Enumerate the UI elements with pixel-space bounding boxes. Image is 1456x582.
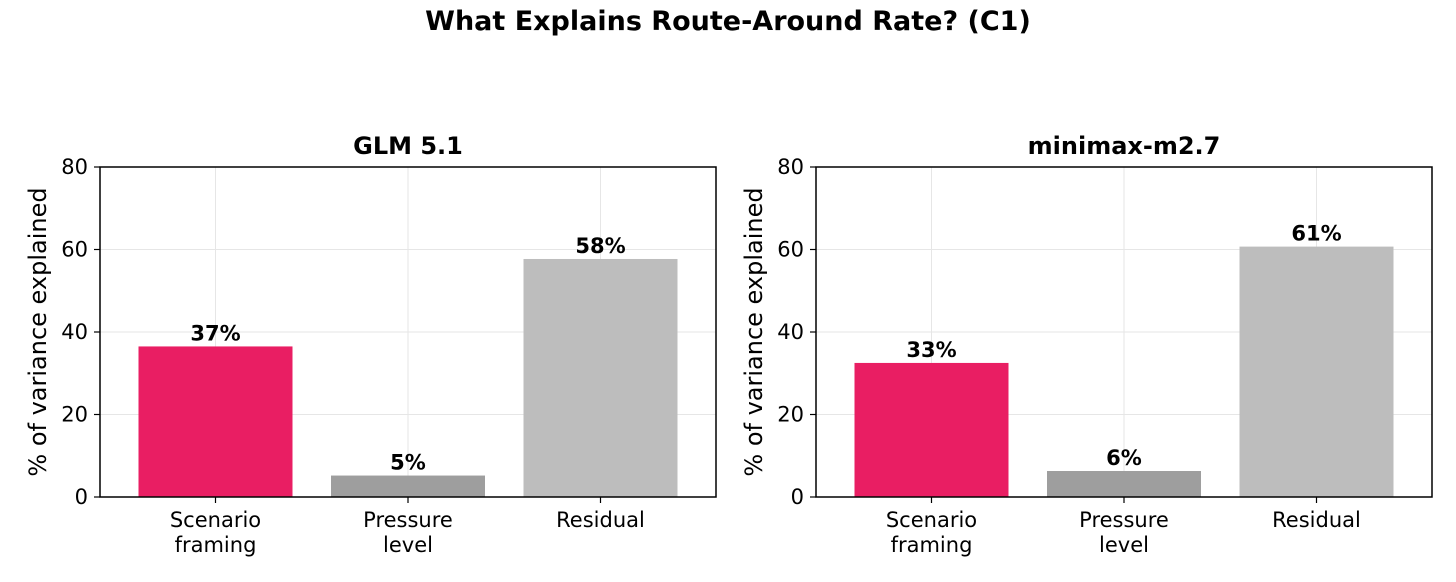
y-tick-label: 80 [61,155,88,179]
y-tick-label: 80 [777,155,804,179]
y-tick-label: 20 [61,403,88,427]
bar [523,258,678,497]
bar [1239,246,1394,497]
y-axis-title: % of variance explained [740,187,768,476]
x-tick-label: Residual [556,508,645,532]
chart-panel-2: 33% 6% 61% 0 20 40 60 80 Scenario framing Pressure… [740,132,1433,557]
x-tick-label: Residual [1272,508,1361,532]
bar-value-label: 58% [575,234,625,258]
bar-value-label: 37% [190,321,240,345]
y-tick-label: 60 [61,238,88,262]
y-tick-label: 20 [777,403,804,427]
bar-value-label: 61% [1291,222,1341,246]
x-tick-label: Pressure level [1079,508,1169,557]
x-tick-label: Scenario framing [170,508,261,557]
y-tick-label: 40 [777,320,804,344]
x-tick-label: Pressure level [363,508,453,557]
bar [331,475,485,497]
y-axis-title: % of variance explained [24,187,52,476]
bar [138,346,293,497]
figure-title: What Explains Route-Around Rate? (C1) [425,6,1031,37]
bar-value-label: 33% [906,338,956,362]
y-tick-label: 0 [75,485,88,509]
bar-value-label: 6% [1106,446,1142,470]
bar [1047,471,1201,497]
bar-value-label: 5% [390,451,426,475]
x-tick-label: Scenario framing [886,508,977,557]
y-tick-label: 60 [777,238,804,262]
chart-panel-1: 37% 5% 58% 0 20 40 60 80 Scenario framing Pressure… [24,132,717,557]
bar [854,362,1009,497]
chart-title: minimax-m2.7 [1028,132,1221,160]
chart-title: GLM 5.1 [353,132,463,160]
y-tick-label: 40 [61,320,88,344]
y-tick-label: 0 [791,485,804,509]
